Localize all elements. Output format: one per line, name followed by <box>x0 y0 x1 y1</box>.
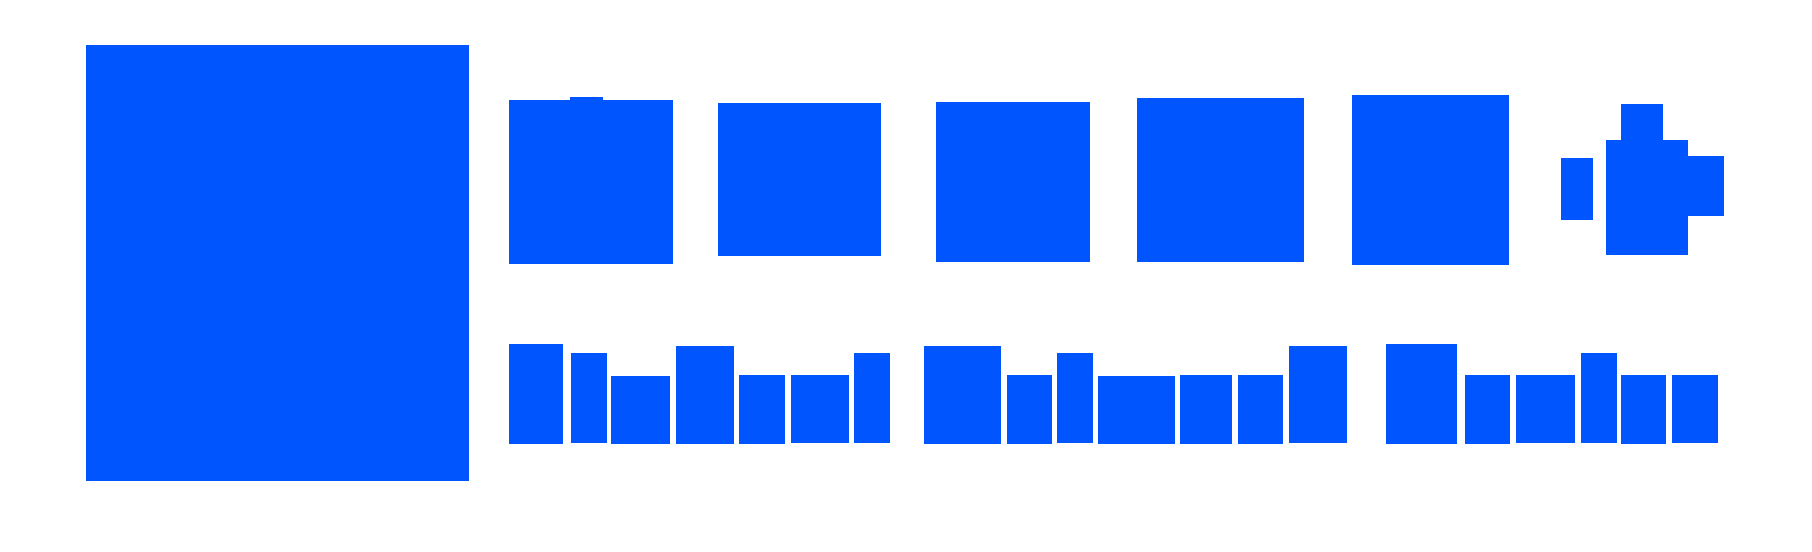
logo-mark-square <box>86 45 469 481</box>
subline-block-10 <box>1057 353 1093 443</box>
subline-block-3 <box>611 376 670 444</box>
wordmark-block-5 <box>1352 95 1509 265</box>
wordmark-block-1 <box>509 100 673 264</box>
subline-block-17 <box>1516 375 1575 443</box>
subline-block-14 <box>1289 346 1347 443</box>
subline-block-4 <box>676 346 734 444</box>
subline-block-2 <box>571 353 607 443</box>
plus-sign-upper <box>1606 140 1688 156</box>
subline-block-13 <box>1238 375 1283 444</box>
plus-sign-top <box>1621 104 1663 142</box>
subline-block-1 <box>509 344 563 444</box>
plus-sign-body <box>1606 155 1688 255</box>
subline-block-12 <box>1180 375 1232 444</box>
subline-block-19 <box>1621 375 1666 444</box>
wordmark-block-1-tab <box>570 97 603 102</box>
subline-block-8 <box>924 346 1001 444</box>
plus-sign-left <box>1561 158 1593 220</box>
subline-block-5 <box>739 375 785 444</box>
subline-block-20 <box>1672 375 1718 443</box>
subline-block-15 <box>1386 344 1457 444</box>
wordmark-block-3 <box>936 102 1090 262</box>
subline-block-9 <box>1007 375 1052 444</box>
wordmark-block-4 <box>1137 98 1304 262</box>
subline-block-6 <box>791 375 849 443</box>
subline-block-18 <box>1581 353 1617 443</box>
subline-block-16 <box>1465 375 1510 444</box>
logo-shapes <box>86 45 1724 481</box>
subline-block-7 <box>854 353 890 443</box>
wordmark-block-2 <box>718 103 881 256</box>
subline-block-11 <box>1098 376 1175 444</box>
plus-sign-right <box>1686 156 1724 216</box>
